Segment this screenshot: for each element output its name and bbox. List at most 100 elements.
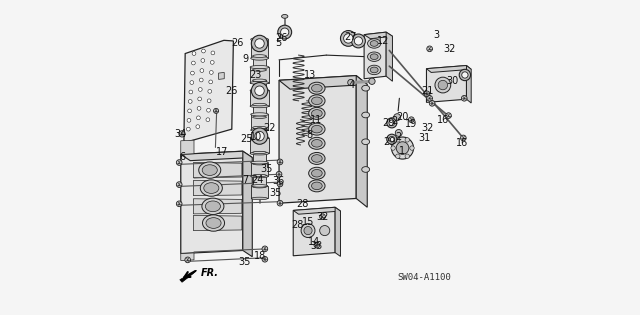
Text: 14: 14 [308,237,320,247]
Ellipse shape [312,125,322,133]
Polygon shape [253,80,266,93]
Ellipse shape [255,39,264,48]
Ellipse shape [250,105,269,108]
Ellipse shape [308,180,325,192]
Text: 29: 29 [383,137,396,147]
Circle shape [177,160,182,165]
Polygon shape [253,175,266,187]
Circle shape [461,135,466,141]
Ellipse shape [344,34,353,43]
Ellipse shape [282,14,288,18]
Polygon shape [364,32,386,79]
Text: 23: 23 [249,70,262,80]
Ellipse shape [252,83,268,99]
Polygon shape [426,66,471,72]
Text: 28: 28 [291,220,303,230]
Polygon shape [193,180,242,196]
Polygon shape [386,32,392,81]
Circle shape [277,200,283,206]
Text: 26: 26 [225,86,237,96]
Circle shape [396,154,400,158]
Circle shape [410,146,414,150]
Ellipse shape [252,197,268,200]
Text: 12: 12 [377,36,389,46]
Text: 4: 4 [348,80,355,90]
Polygon shape [279,76,356,203]
Ellipse shape [250,152,269,155]
Text: 2: 2 [391,116,397,126]
Ellipse shape [351,34,365,48]
Ellipse shape [387,118,397,128]
Ellipse shape [200,180,222,196]
Ellipse shape [205,201,220,212]
Circle shape [198,88,202,91]
Ellipse shape [202,198,224,215]
Ellipse shape [460,69,470,81]
Text: 35: 35 [260,164,273,175]
Ellipse shape [308,152,325,164]
Circle shape [262,246,268,252]
Polygon shape [252,186,268,198]
Ellipse shape [252,35,268,52]
Circle shape [277,159,283,165]
Ellipse shape [204,183,219,193]
Circle shape [206,118,210,122]
Ellipse shape [251,56,268,60]
Circle shape [320,214,325,220]
Polygon shape [219,72,224,79]
Text: 25: 25 [241,134,253,144]
Text: 26: 26 [275,33,288,43]
Circle shape [276,171,282,177]
Ellipse shape [250,81,269,84]
Circle shape [396,142,409,154]
Polygon shape [251,39,268,58]
Circle shape [369,78,375,84]
Polygon shape [180,151,243,254]
Polygon shape [184,40,234,142]
Ellipse shape [312,140,322,147]
Ellipse shape [312,169,322,177]
Polygon shape [356,76,367,207]
Text: 36: 36 [272,176,285,186]
Ellipse shape [367,39,381,48]
Circle shape [201,59,205,62]
Polygon shape [180,151,252,161]
Ellipse shape [371,41,378,46]
Polygon shape [253,56,266,70]
Polygon shape [193,215,242,231]
Polygon shape [250,90,269,106]
Text: 10: 10 [250,132,262,142]
Ellipse shape [389,136,395,142]
Ellipse shape [308,137,325,149]
Ellipse shape [206,218,221,228]
Circle shape [277,181,283,187]
Ellipse shape [251,113,268,116]
Circle shape [394,114,401,121]
Ellipse shape [202,215,225,231]
Circle shape [314,242,320,248]
Polygon shape [180,253,194,261]
Circle shape [196,125,200,129]
Text: 33: 33 [311,241,323,251]
Circle shape [198,97,202,101]
Circle shape [391,146,396,150]
Ellipse shape [308,82,325,94]
Ellipse shape [251,175,268,178]
Ellipse shape [251,37,268,41]
Circle shape [209,71,213,74]
Text: 17: 17 [216,147,228,157]
Text: 22: 22 [263,123,276,133]
Circle shape [392,137,413,159]
Ellipse shape [308,167,325,179]
Circle shape [202,49,205,53]
Ellipse shape [371,54,378,60]
Ellipse shape [252,128,268,144]
Circle shape [304,226,312,235]
Text: 29: 29 [383,118,395,129]
Text: 6: 6 [179,152,185,163]
Ellipse shape [253,174,266,177]
Polygon shape [193,199,242,214]
Circle shape [396,138,400,142]
Ellipse shape [253,55,266,57]
Circle shape [435,77,451,93]
